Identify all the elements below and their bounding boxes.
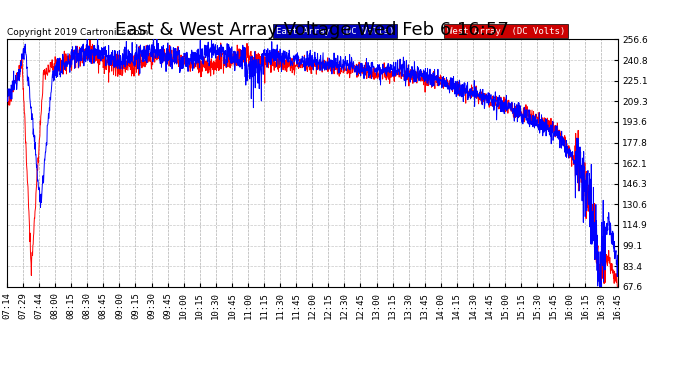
Text: East Array  (DC Volts): East Array (DC Volts) [275,27,394,36]
Text: West Array  (DC Volts): West Array (DC Volts) [446,27,565,36]
Title: East & West Array Voltage Wed Feb 6 16:57: East & West Array Voltage Wed Feb 6 16:5… [115,21,509,39]
Text: Copyright 2019 Cartronics.com: Copyright 2019 Cartronics.com [7,28,148,37]
